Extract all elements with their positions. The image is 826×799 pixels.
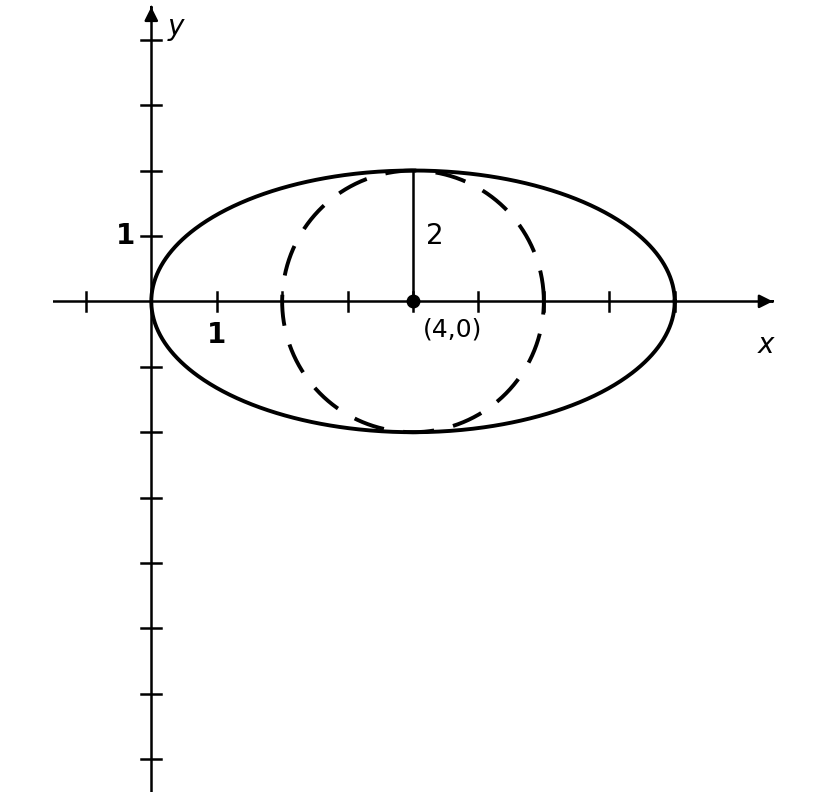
Text: x: x xyxy=(758,331,775,359)
Text: 2: 2 xyxy=(426,222,444,250)
Text: (4,0): (4,0) xyxy=(423,318,482,342)
Text: y: y xyxy=(168,14,184,42)
Text: 1: 1 xyxy=(207,321,226,349)
Text: 1: 1 xyxy=(116,222,135,250)
